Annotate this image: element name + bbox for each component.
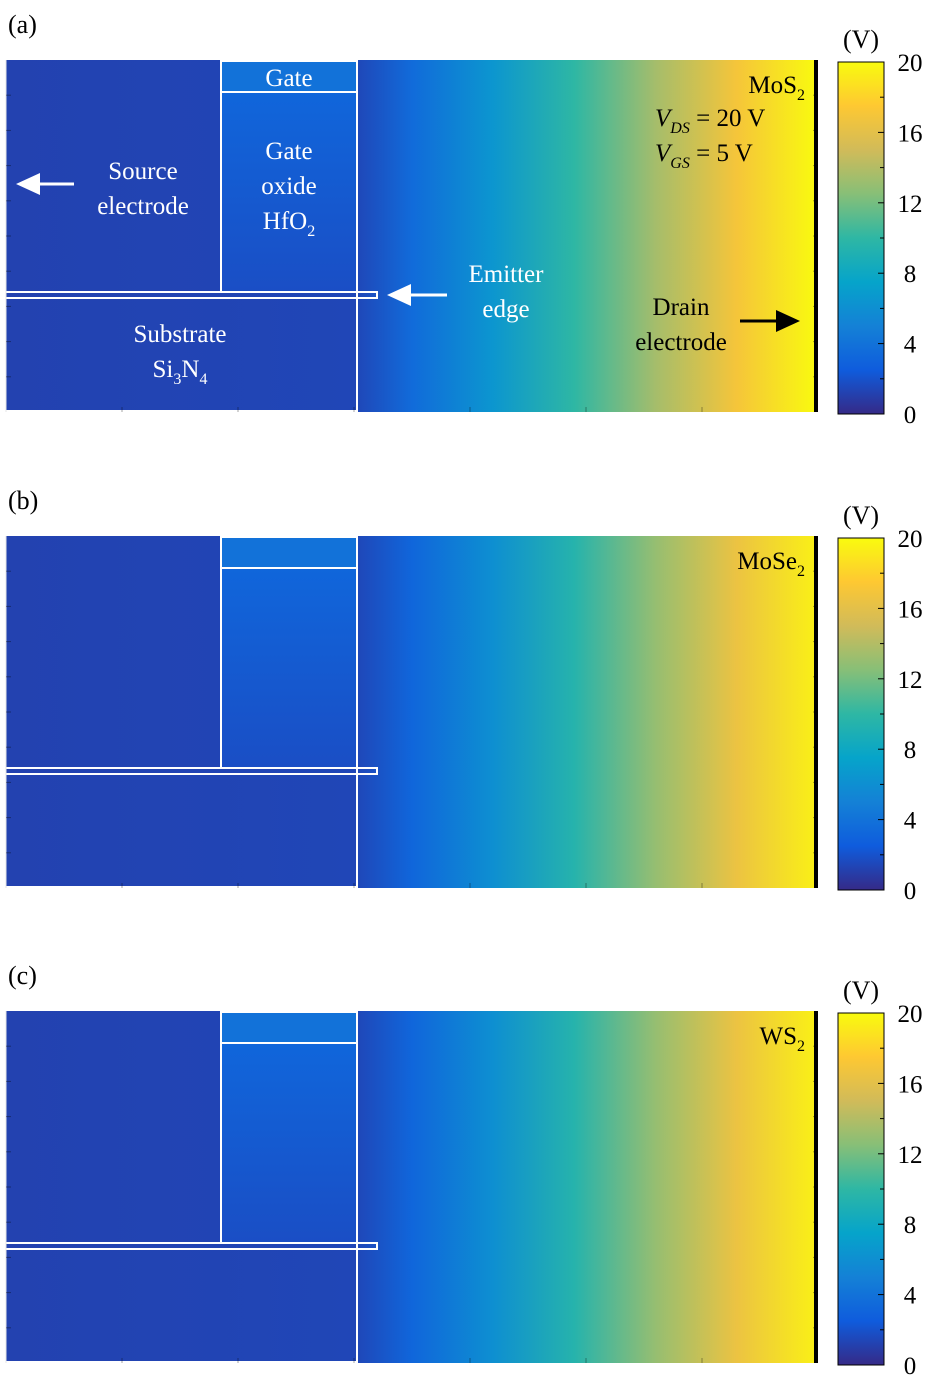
panels: (a)MoS2(V)048121620GateGateoxideHfO2Sour… [4,10,923,1376]
panel-c: (c) WS2 (V) 0 4 8 12 16 20 [4,961,923,1376]
heatmap-field [6,1011,818,1363]
colorbar [837,61,885,415]
material-label: MoS2 [748,72,805,104]
source-label-2: electrode [97,193,189,220]
colorbar-unit: (V) [843,501,879,530]
source-arrow-head [16,173,40,195]
gate-region [221,60,357,92]
drain-arrow-head [776,310,800,332]
emitter-arrow-head [387,284,411,306]
hfo-base: HfO [263,208,307,235]
substrate-label-2: Si3N4 [153,356,208,388]
colorbar-unit: (V) [843,976,879,1005]
colorbar-unit: (V) [843,25,879,54]
material-subscript: 2 [797,87,805,104]
colorbar-tick-label: 8 [904,737,917,764]
channel-layer [4,291,378,299]
colorbar-tick-label: 4 [904,808,917,835]
vds-label: VDS = 20 V [655,105,765,137]
emitter-label-2: edge [482,296,529,323]
drain-edge [814,1011,818,1363]
colorbar-tick-label: 0 [904,402,917,429]
heatmap-field [6,60,818,412]
colorbar [837,537,885,891]
gate-region [221,536,357,568]
colorbar [837,1012,885,1366]
colorbar-tick-label: 0 [904,878,917,905]
colorbar-tick-label: 12 [898,667,923,694]
source-label-1: Source [108,158,177,185]
n-subscript: 4 [199,371,207,388]
colorbar-tick-label: 20 [898,1001,923,1028]
colorbar-tick-label: 4 [904,1283,917,1310]
gate-oxide-label-3: HfO2 [263,208,315,240]
gate-label: Gate [265,65,312,92]
material-base: WS [760,1023,798,1050]
gate-oxide-region [221,568,357,768]
vgs-value: = 5 V [690,140,753,167]
channel-layer [4,767,378,775]
si-base: Si [153,356,174,383]
hfo-subscript: 2 [307,223,315,240]
gate-region [221,1011,357,1043]
substrate-label-1: Substrate [133,321,226,348]
colorbar-tick-label: 0 [904,1353,917,1376]
panel-label: (a) [8,10,37,39]
panel-b: (b) MoSe2 (V) 0 4 8 12 16 20 [4,486,923,905]
colorbar-tick-label: 20 [898,50,923,77]
drain-label-1: Drain [653,294,710,321]
gate-oxide-label-1: Gate [265,138,312,165]
colorbar-tick-label: 16 [898,596,923,623]
gate-oxide-label-2: oxide [261,173,317,200]
material-base: MoSe [737,548,797,575]
colorbar-tick-label: 4 [904,332,917,359]
material-label: WS2 [760,1023,806,1055]
material-subscript: 2 [797,1038,805,1055]
panel-a: (a)MoS2(V)048121620GateGateoxideHfO2Sour… [4,10,923,429]
colorbar-tick-label: 12 [898,1142,923,1169]
n-base: N [181,356,199,383]
colorbar-tick-label: 8 [904,1212,917,1239]
material-subscript: 2 [797,563,805,580]
panel-label: (b) [8,486,38,515]
colorbar-tick-label: 8 [904,261,917,288]
panel-label: (c) [8,961,37,990]
si-subscript: 3 [173,371,181,388]
drain-label-2: electrode [635,329,727,356]
vds-v: V [655,105,673,132]
vgs-subscript: GS [670,155,690,172]
colorbar-tick-label: 12 [898,191,923,218]
drain-edge [814,536,818,888]
channel-layer [4,1242,378,1250]
vgs-label: VGS = 5 V [655,140,753,172]
gate-oxide-region [221,1043,357,1243]
vds-subscript: DS [669,120,690,137]
colorbar-tick-label: 16 [898,120,923,147]
emitter-label-1: Emitter [469,261,545,288]
drain-edge [814,60,818,412]
material-label: MoSe2 [737,548,805,580]
heatmap-field [6,536,818,888]
colorbar-tick-label: 20 [898,526,923,553]
gate-oxide-region [221,92,357,292]
vgs-v: V [655,140,673,167]
colorbar-tick-label: 16 [898,1071,923,1098]
material-base: MoS [748,72,797,99]
vds-value: = 20 V [690,105,765,132]
